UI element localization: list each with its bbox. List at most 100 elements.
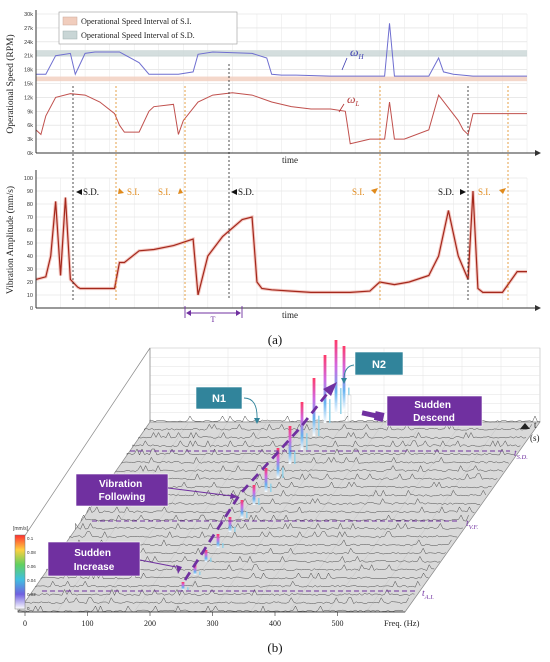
- vibration-y-ticks: 0 10 20 30 40 50 60 70 80 90 100: [24, 176, 33, 312]
- event-arrow-si-3: [371, 188, 378, 194]
- callout-sd-arrow: [361, 410, 385, 422]
- speed-y-tick-label: 30k: [24, 12, 33, 18]
- speed-y-tick-label: 18k: [24, 68, 33, 74]
- callout-sudden-descend: Sudden Descend: [361, 395, 483, 427]
- callout-n2-text: N2: [372, 359, 386, 371]
- callout-vf-box: [75, 473, 169, 507]
- spectrum-trace: [80, 514, 469, 522]
- time-marker-vf-label: tV.F.: [466, 519, 479, 531]
- callout-sudden-increase: Sudden Increase: [47, 541, 182, 577]
- vibration-y-label: Vibration Amplitude (mm/s): [5, 186, 16, 294]
- colorbar-ticks: 0.1 0.08 0.06 0.04 0.02 0: [27, 536, 36, 611]
- legend-swatch-si: [62, 16, 78, 26]
- event-label-sd-3: S.D.: [438, 187, 454, 197]
- spectrum-peak-minor: [258, 498, 260, 505]
- vibration-x-label: time: [282, 310, 298, 320]
- event-label-si-1: S.I.: [127, 187, 140, 197]
- spectrum-peak-minor: [199, 571, 201, 575]
- spectrum-peak: [288, 426, 292, 464]
- callout-n1-text: N1: [212, 393, 226, 405]
- spectrum-trace: [23, 597, 409, 605]
- callout-n1-arrowhead: [254, 418, 260, 424]
- omega-h-pointer: [341, 57, 348, 71]
- vibration-y-tick-label: 20: [27, 280, 33, 286]
- freq-ticks: 0 100 200 300 400 500: [23, 612, 344, 628]
- waterfall-left-top: [17, 347, 151, 547]
- callout-si-arrowhead: [176, 565, 182, 574]
- panel-b-label: (b): [267, 640, 282, 655]
- spectrum-peak-minor: [282, 467, 284, 478]
- vibration-y-tick-label: 100: [24, 176, 33, 182]
- speed-y-ticks: 0k 3k 6k 9k 12k 15k 18k 21k 24k 27k 30k: [24, 12, 33, 157]
- waterfall-chart: 0 100 200 300 400 500 Freq. (Hz) t (s) tS.D. …: [13, 340, 541, 628]
- speed-x-label: time: [282, 155, 298, 165]
- legend-label-sd: Operational Speed Interval of S.D.: [81, 31, 195, 40]
- trajectory-arrowhead: [323, 382, 337, 396]
- event-label-si-4: S.I.: [478, 187, 491, 197]
- spectrum-peak: [264, 468, 268, 492]
- freq-tick-label: 500: [332, 619, 344, 628]
- vibration-chart: 0 10 20 30 40 50 60 70 80 90 100 Vibration Amplitu…: [5, 64, 541, 324]
- spectrum-peak-minor: [234, 526, 236, 532]
- omega-l-pointer: [338, 103, 345, 113]
- vibration-y-tick-label: 10: [27, 293, 33, 299]
- spectrum-peak-minor: [329, 399, 331, 423]
- vibration-y-tick-label: 40: [27, 254, 33, 260]
- event-connectors: [72, 64, 509, 300]
- spectrum-trace: [17, 605, 404, 613]
- spectrum-trace: [34, 580, 421, 588]
- callout-n1-pointer: [243, 397, 258, 421]
- time-marker-ai-label: tA.I.: [422, 589, 434, 601]
- colorbar-ramp: [14, 534, 26, 610]
- colorbar-label: [mm/s]: [13, 526, 29, 532]
- event-arrow-si-1: [118, 188, 124, 194]
- speed-series-line: [35, 92, 527, 145]
- callout-sd-text: Sudden Descend: [413, 400, 455, 424]
- speed-series: [35, 23, 527, 145]
- speed-y-tick-label: 0k: [27, 151, 33, 157]
- spectrum-peak: [240, 500, 244, 518]
- spectrum-trace: [86, 506, 475, 514]
- callout-n1: N1: [195, 386, 260, 424]
- callout-n2-box: [354, 351, 404, 376]
- floor-gridline: [366, 421, 502, 613]
- colorbar-tick-label: 0.04: [27, 578, 36, 583]
- callout-vf-pointer: [167, 487, 233, 497]
- vibration-x-axis-arrow: [535, 305, 541, 311]
- speed-y-tick-label: 6k: [27, 123, 33, 129]
- spectrum-peak: [300, 402, 304, 450]
- callout-vibration-following: Vibration Following: [75, 473, 238, 507]
- spectrum-trace: [29, 588, 415, 597]
- spectrum-peak-minor: [340, 388, 342, 414]
- callout-vf-text: Vibration Following: [99, 479, 146, 503]
- spectrum-peak: [193, 565, 197, 575]
- colorbar-tick-label: 0.08: [27, 550, 36, 555]
- time-axis-label: t: [534, 420, 537, 430]
- callout-si-text: Sudden Increase: [74, 548, 115, 573]
- vibration-series-line: [35, 190, 527, 296]
- spectrum-peak-minor: [270, 483, 272, 492]
- vibration-y-tick-label: 60: [27, 228, 33, 234]
- period-arrow-right: [236, 310, 241, 316]
- freq-tick-label: 200: [144, 619, 156, 628]
- speed-legend: Operational Speed Interval of S.I. Opera…: [58, 11, 238, 45]
- vibration-axes: [35, 170, 541, 311]
- spectrum-peak-minor: [294, 450, 296, 464]
- spectrum-peak-minor: [246, 511, 248, 518]
- event-label-si-2: S.I.: [158, 187, 171, 197]
- freq-axis-label: Freq. (Hz): [384, 618, 420, 628]
- spectrum-peak-descend: [347, 394, 352, 422]
- spectrum-peak-minor: [210, 557, 212, 562]
- event-arrow-si-2: [178, 188, 183, 194]
- spectrum-peak-minor: [187, 587, 189, 590]
- colorbar-tick-label: 0.06: [27, 564, 36, 569]
- spectrum-trace: [69, 531, 458, 538]
- floor-gridline: [249, 421, 385, 613]
- event-label-si-3: S.I.: [352, 187, 365, 197]
- event-arrow-sd-1: [76, 189, 82, 195]
- colorbar-tick-label: 0: [27, 606, 30, 611]
- speed-x-axis-arrow: [535, 150, 541, 156]
- period-label: T: [211, 315, 216, 324]
- freq-tick-label: 0: [23, 619, 27, 628]
- spectrum-trace: [126, 448, 515, 456]
